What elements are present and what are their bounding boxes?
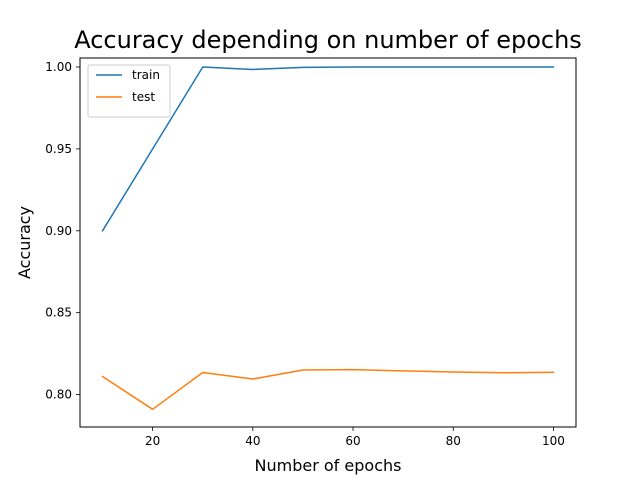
x-tick-label: 80 bbox=[446, 434, 461, 448]
series-line-train bbox=[101, 66, 555, 232]
y-tick-label: 1.00 bbox=[45, 60, 72, 74]
legend-box bbox=[87, 64, 171, 118]
series-line-test bbox=[101, 368, 555, 411]
y-axis-ticks: 0.80 0.85 0.90 0.95 1.00 bbox=[45, 60, 80, 402]
y-tick-label: 0.90 bbox=[45, 224, 72, 238]
plot-frame bbox=[79, 57, 577, 428]
x-tick-label: 100 bbox=[542, 434, 565, 448]
legend-label-train: train bbox=[132, 68, 160, 82]
y-axis-label: Accuracy bbox=[15, 206, 34, 279]
x-tick-label: 60 bbox=[345, 434, 360, 448]
y-tick-label: 0.80 bbox=[45, 388, 72, 402]
x-tick-label: 40 bbox=[245, 434, 260, 448]
x-axis-label: Number of epochs bbox=[255, 456, 402, 475]
x-axis-ticks: 20 40 60 80 100 bbox=[145, 427, 565, 448]
y-tick-label: 0.95 bbox=[45, 142, 72, 156]
series-lines bbox=[101, 66, 555, 411]
legend: train test bbox=[87, 64, 171, 118]
chart-title: Accuracy depending on number of epochs bbox=[74, 26, 582, 54]
y-tick-label: 0.85 bbox=[45, 306, 72, 320]
legend-label-test: test bbox=[132, 90, 155, 104]
x-tick-label: 20 bbox=[145, 434, 160, 448]
